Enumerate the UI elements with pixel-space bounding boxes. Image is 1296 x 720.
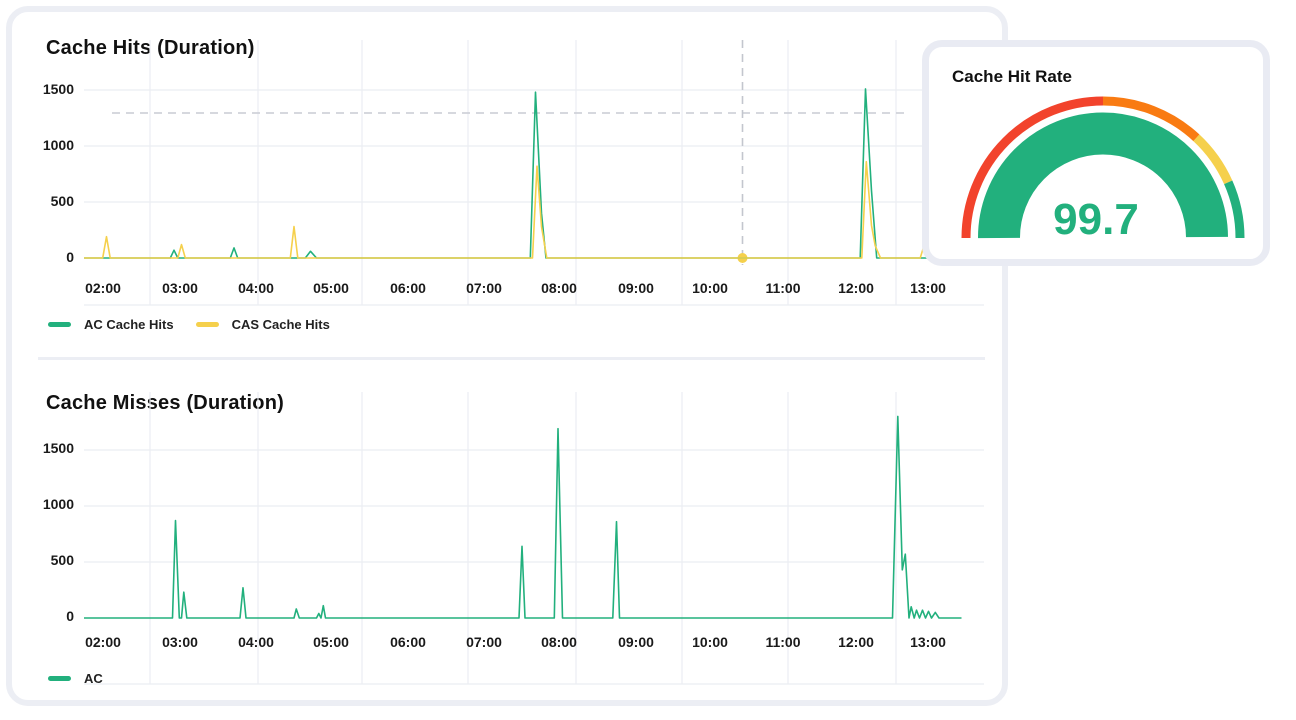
x-tick-label: 03:00 (162, 634, 198, 650)
x-tick-label: 10:00 (692, 634, 728, 650)
x-tick-label: 09:00 (618, 634, 654, 650)
x-tick-label: 12:00 (838, 280, 874, 296)
gauge-band-red (961, 96, 1104, 239)
y-tick-label: 500 (51, 552, 75, 568)
x-tick-label: 08:00 (541, 280, 577, 296)
x-tick-label: 06:00 (390, 634, 426, 650)
x-tick-label: 02:00 (85, 634, 121, 650)
y-tick-label: 1500 (43, 81, 74, 97)
x-tick-label: 06:00 (390, 280, 426, 296)
legend-item-ac[interactable]: AC (48, 671, 103, 686)
misses-legend: AC (48, 671, 125, 686)
legend-item-ac-cache-hits[interactable]: AC Cache Hits (48, 317, 174, 332)
x-tick-label: 05:00 (313, 634, 349, 650)
x-tick-label: 10:00 (692, 280, 728, 296)
cache-hit-rate-card: Cache Hit Rate 99.7 (922, 40, 1270, 266)
series-line-ac (84, 415, 962, 619)
gauge-title: Cache Hit Rate (952, 67, 1072, 86)
x-tick-label: 07:00 (466, 280, 502, 296)
x-tick-label: 11:00 (765, 634, 800, 650)
hits-legend: AC Cache Hits CAS Cache Hits (48, 317, 352, 332)
legend-label-ac-cache-hits: AC Cache Hits (84, 317, 174, 332)
legend-label-ac: AC (84, 671, 103, 686)
x-tick-label: 12:00 (838, 634, 874, 650)
x-tick-label: 13:00 (910, 280, 946, 296)
x-tick-label: 03:00 (162, 280, 198, 296)
legend-swatch-cas-cache-hits (195, 322, 219, 327)
gauge-band-yellow (1193, 134, 1233, 185)
x-tick-label: 13:00 (910, 634, 946, 650)
legend-swatch-ac-cache-hits (48, 322, 71, 327)
x-tick-label: 05:00 (313, 280, 349, 296)
y-tick-label: 500 (51, 193, 75, 209)
x-tick-label: 04:00 (238, 634, 274, 650)
legend-swatch-ac (48, 676, 71, 681)
x-tick-label: 11:00 (765, 280, 800, 296)
gauge-band-orange (1102, 96, 1200, 142)
cache-hit-rate-gauge (961, 96, 1245, 239)
gauge-band-green (1224, 180, 1245, 239)
x-tick-label: 09:00 (618, 280, 654, 296)
misses-chart-title: Cache Misses (Duration) (46, 392, 284, 414)
x-tick-label: 04:00 (238, 280, 274, 296)
y-tick-label: 0 (66, 249, 74, 265)
legend-item-cas-cache-hits[interactable]: CAS Cache Hits (195, 317, 330, 332)
series-line-cas-cache-hits (84, 160, 984, 259)
legend-label-cas-cache-hits: CAS Cache Hits (231, 317, 330, 332)
x-tick-label: 02:00 (85, 280, 121, 296)
panel-divider (38, 357, 985, 360)
x-tick-label: 08:00 (541, 634, 577, 650)
gauge-value-arc (977, 112, 1228, 239)
gauge-value: 99.7 (1053, 195, 1139, 244)
grid (84, 392, 984, 685)
y-tick-label: 1000 (43, 496, 74, 512)
y-tick-label: 1000 (43, 137, 74, 153)
x-tick-label: 07:00 (466, 634, 502, 650)
y-tick-label: 0 (66, 608, 74, 624)
y-tick-label: 1500 (43, 440, 74, 456)
